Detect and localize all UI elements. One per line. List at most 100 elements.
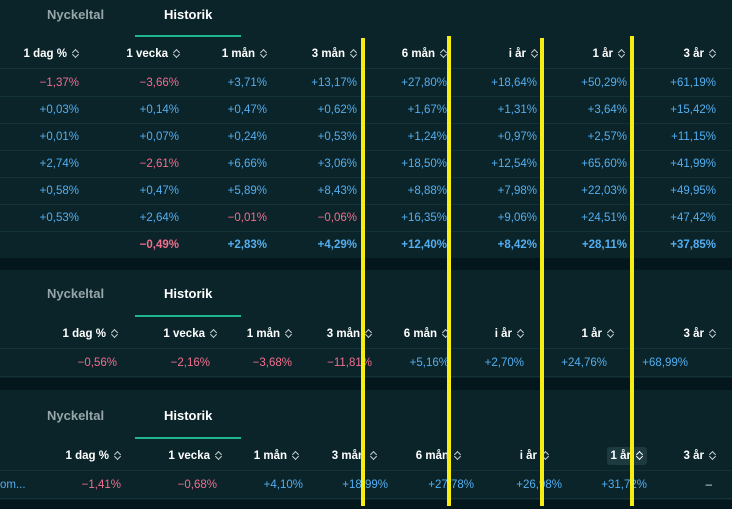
sort-icon[interactable] — [370, 450, 377, 461]
sort-icon[interactable] — [440, 48, 447, 59]
column-header[interactable]: 1 mån — [247, 319, 292, 348]
table-cell: +2,74% — [39, 158, 79, 170]
column-header-label: 1 år — [610, 449, 631, 462]
sort-icon[interactable] — [454, 450, 461, 461]
tab-active-underline — [135, 437, 241, 439]
table-row[interactable]: +0,58% +0,47% +5,89% +8,43% +8,88% +7,98% +22,… — [0, 178, 732, 205]
table-cell: +1,31% — [497, 104, 537, 116]
table-cell: +0,58% — [39, 185, 79, 197]
table-cell: +2,70% — [484, 357, 524, 369]
sort-icon[interactable] — [709, 328, 716, 339]
table-cell: +0,53% — [39, 212, 79, 224]
column-header-label: 1 vecka — [163, 327, 205, 340]
column-header[interactable]: 1 mån — [222, 39, 267, 68]
column-header[interactable]: i år — [520, 441, 549, 470]
column-header[interactable]: i år — [495, 319, 524, 348]
table-cell: +4,10% — [263, 479, 303, 491]
sort-icon[interactable] — [636, 450, 643, 461]
column-header[interactable]: 3 mån — [327, 319, 372, 348]
tab-active-underline — [135, 35, 241, 37]
table-cell: +0,07% — [139, 131, 179, 143]
table-row[interactable]: +0,03% +0,14% +0,47% +0,62% +1,67% +1,31% +3,6… — [0, 97, 732, 124]
panel-3: Nyckeltal Historik 1 dag % 1 vecka 1 mån 3 … — [0, 390, 732, 500]
table-row[interactable]: +0,53% +2,64% −0,01% −0,06% +16,35% +9,06% +24… — [0, 205, 732, 232]
column-header[interactable]: 6 mån — [404, 319, 449, 348]
column-header[interactable]: 1 vecka — [168, 441, 222, 470]
column-header[interactable]: i år — [509, 39, 538, 68]
table-cell: +18,50% — [401, 158, 447, 170]
table-cell: +0,97% — [497, 131, 537, 143]
highlight-line — [630, 36, 634, 506]
sort-icon[interactable] — [173, 48, 180, 59]
column-header[interactable]: 1 dag % — [66, 441, 121, 470]
table-cell: +41,99% — [670, 158, 716, 170]
column-header[interactable]: 3 år — [684, 441, 716, 470]
sort-icon[interactable] — [531, 48, 538, 59]
sort-icon[interactable] — [350, 48, 357, 59]
sort-icon[interactable] — [517, 328, 524, 339]
table-cell: +12,54% — [491, 158, 537, 170]
table-cell: +26,98% — [516, 472, 562, 498]
sort-icon[interactable] — [285, 328, 292, 339]
column-header-label: 1 mån — [221, 47, 255, 60]
table-cell: +13,17% — [311, 77, 357, 89]
table-cell: +2,83% — [227, 239, 267, 251]
column-header[interactable]: 3 år — [684, 39, 716, 68]
table-cell: +24,51% — [581, 212, 627, 224]
table-row[interactable]: −0,49% +2,83% +4,29% +12,40% +8,42% +28,11% +3… — [0, 232, 732, 258]
column-header[interactable]: 3 mån — [312, 39, 357, 68]
column-header-label: 1 vecka — [126, 47, 168, 60]
column-header[interactable]: 1 vecka — [163, 319, 217, 348]
tab-nyckeltal[interactable]: Nyckeltal — [47, 408, 105, 423]
table-row[interactable]: +0,01% +0,07% +0,24% +0,53% +1,24% +0,97% +2,5… — [0, 124, 732, 151]
column-header-label: 1 år — [592, 47, 613, 60]
column-header[interactable]: 6 mån — [416, 441, 461, 470]
column-header[interactable]: 1 år — [582, 319, 614, 348]
table-row[interactable]: +2,74% −2,61% +6,66% +3,06% +18,50% +12,54% +6… — [0, 151, 732, 178]
table-cell: +27,80% — [401, 77, 447, 89]
instrument-name[interactable]: om... — [0, 479, 26, 491]
column-header[interactable]: 3 år — [684, 319, 716, 348]
column-header[interactable]: 6 mån — [402, 39, 447, 68]
sort-icon[interactable] — [210, 328, 217, 339]
tab-nyckeltal[interactable]: Nyckeltal — [47, 7, 105, 22]
sort-icon[interactable] — [72, 48, 79, 59]
column-header[interactable]: 1 vecka — [126, 39, 180, 68]
column-header[interactable]: 3 mån — [332, 441, 377, 470]
table-cell: +0,62% — [317, 104, 357, 116]
table-cell: +8,88% — [407, 185, 447, 197]
column-header[interactable]: 1 år — [606, 441, 647, 470]
column-header[interactable]: 1 dag % — [24, 39, 79, 68]
sort-icon[interactable] — [215, 450, 222, 461]
table-cell: +0,47% — [227, 104, 267, 116]
column-header[interactable]: 1 år — [593, 39, 625, 68]
table-cell: +6,66% — [227, 158, 267, 170]
table-cell: +2,64% — [139, 212, 179, 224]
sort-icon[interactable] — [618, 48, 625, 59]
column-header[interactable]: 1 mån — [254, 441, 299, 470]
column-header[interactable]: 1 dag % — [63, 319, 118, 348]
sort-icon[interactable] — [111, 328, 118, 339]
sort-icon[interactable] — [365, 328, 372, 339]
table-cell: −0,01% — [227, 212, 267, 224]
sort-icon[interactable] — [709, 450, 716, 461]
highlight-line — [361, 38, 365, 506]
sort-icon[interactable] — [607, 328, 614, 339]
table-cell: +0,14% — [139, 104, 179, 116]
tab-historik[interactable]: Historik — [164, 286, 213, 301]
column-header-label: 3 mån — [331, 449, 365, 462]
table-row[interactable]: −0,56% −2,16% −3,68% −11,81% +5,16% +2,70% +24… — [0, 350, 732, 377]
sort-icon[interactable] — [114, 450, 121, 461]
tab-historik[interactable]: Historik — [164, 408, 213, 423]
sort-icon[interactable] — [260, 48, 267, 59]
header-row: 1 dag % 1 vecka 1 mån 3 mån 6 mån i år 1 år 3 å… — [0, 441, 732, 471]
sort-icon[interactable] — [292, 450, 299, 461]
tab-historik[interactable]: Historik — [164, 7, 213, 22]
table-cell: +15,42% — [670, 104, 716, 116]
table-row[interactable]: om... −1,41% −0,68% +4,10% +18,99% +27,78% +26… — [0, 472, 732, 499]
sort-icon[interactable] — [709, 48, 716, 59]
table-row[interactable]: −1,37% −3,66% +3,71% +13,17% +27,80% +18,64% +… — [0, 70, 732, 97]
column-header-label: 3 år — [683, 327, 704, 340]
table-cell: −3,68% — [252, 357, 292, 369]
tab-nyckeltal[interactable]: Nyckeltal — [47, 286, 105, 301]
